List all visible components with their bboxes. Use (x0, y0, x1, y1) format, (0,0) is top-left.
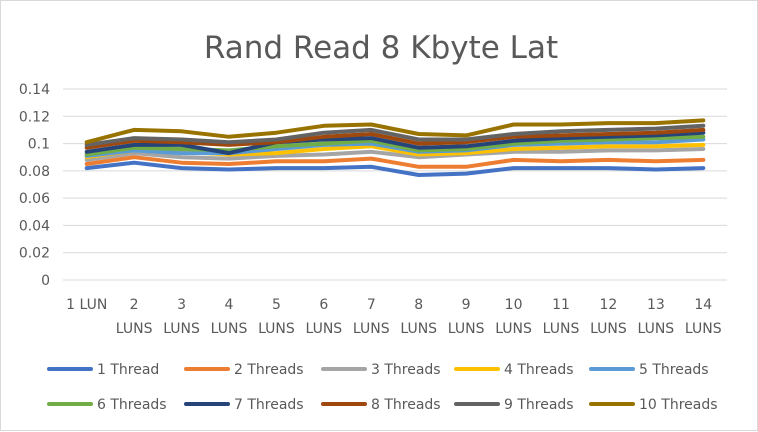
x-axis-ticks: 1 LUN 2 LUNS 3 LUNS 4 LUNS 5 LUNS 6 LUNS 7 LUNS 8 LUNS… (66, 297, 722, 337)
legend-label: 10 Threads (639, 397, 718, 413)
gridlines (63, 88, 727, 281)
legend-label: 7 Threads (234, 397, 304, 413)
series-line-7 (84, 130, 706, 156)
series-line-6 (84, 134, 706, 157)
series-line-9 (84, 123, 706, 147)
x-tick-label: LUNS (353, 321, 390, 337)
x-tick-label: 14 (694, 297, 712, 313)
series-line-3 (84, 147, 706, 162)
x-tick-label: LUNS (495, 321, 532, 337)
chart-title: Rand Read 8 Kbyte Lat (204, 30, 558, 66)
x-tick-label: 11 (552, 297, 570, 313)
x-tick-label: LUNS (590, 321, 627, 337)
legend-label: 9 Threads (504, 397, 574, 413)
x-tick-label: LUNS (685, 321, 722, 337)
x-tick-label: 4 (225, 297, 234, 313)
x-tick-label: 12 (600, 297, 618, 313)
legend-label: 8 Threads (371, 397, 441, 413)
y-axis-ticks: 0 0.02 0.04 0.06 0.08 0.1 0.12 0.14 (19, 82, 50, 289)
x-tick-label: LUNS (116, 321, 153, 337)
y-tick-label: 0.02 (19, 246, 50, 262)
x-tick-label: 1 LUN (66, 297, 107, 313)
x-tick-label: LUNS (163, 321, 200, 337)
legend-label: 6 Threads (97, 397, 167, 413)
series-line-2 (84, 155, 706, 169)
x-tick-label: 8 (414, 297, 423, 313)
y-tick-label: 0.12 (19, 109, 50, 125)
series-line-8 (84, 127, 706, 150)
legend-label: 5 Threads (639, 362, 709, 378)
x-tick-label: 2 (130, 297, 139, 313)
x-tick-label: 5 (272, 297, 281, 313)
legend-label: 1 Thread (97, 362, 159, 378)
x-tick-label: 7 (367, 297, 376, 313)
y-tick-label: 0.04 (19, 218, 50, 234)
y-tick-label: 0 (41, 273, 50, 289)
series-lines (84, 118, 706, 177)
legend-label: 2 Threads (234, 362, 304, 378)
x-tick-label: LUNS (400, 321, 437, 337)
legend-label: 4 Threads (504, 362, 574, 378)
x-tick-label: LUNS (448, 321, 485, 337)
series-line-10 (84, 118, 706, 145)
y-tick-label: 0.08 (19, 164, 50, 180)
y-tick-label: 0.06 (19, 191, 50, 207)
legend-label: 3 Threads (371, 362, 441, 378)
series-line-5 (84, 137, 706, 158)
series-line-1 (84, 160, 706, 177)
x-tick-label: 10 (505, 297, 523, 313)
y-tick-label: 0.1 (28, 137, 50, 153)
y-tick-label: 0.14 (19, 82, 50, 98)
x-tick-label: LUNS (543, 321, 580, 337)
x-tick-label: 3 (177, 297, 186, 313)
x-tick-label: LUNS (258, 321, 295, 337)
x-tick-label: LUNS (637, 321, 674, 337)
x-tick-label: LUNS (305, 321, 342, 337)
x-tick-label: LUNS (211, 321, 248, 337)
legend: 1 Thread 2 Threads 3 Threads 4 Threads 5 Thr… (47, 362, 718, 413)
x-tick-label: 13 (647, 297, 665, 313)
x-tick-label: 9 (462, 297, 471, 313)
x-tick-label: 6 (319, 297, 328, 313)
